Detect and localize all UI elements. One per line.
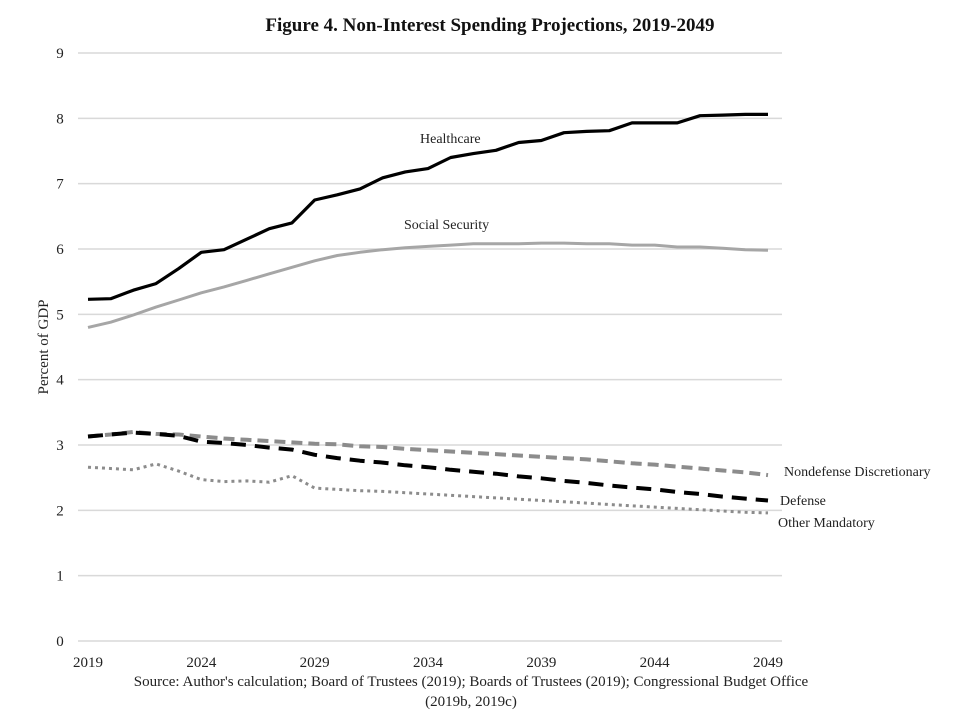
source-note-line2: (2019b, 2019c)	[425, 694, 517, 710]
y-axis-label: Percent of GDP	[36, 300, 52, 395]
label-other-mandatory: Other Mandatory	[778, 516, 875, 531]
x-tick-2029: 2029	[300, 655, 330, 671]
chart-title: Figure 4. Non-Interest Spending Projecti…	[265, 15, 714, 36]
y-tick-5: 5	[56, 307, 64, 323]
y-tick-6: 6	[56, 242, 64, 258]
x-tick-2024: 2024	[186, 655, 217, 671]
label-nondefense-discretionary: Nondefense Discretionary	[784, 465, 931, 480]
x-tick-2019: 2019	[73, 655, 103, 671]
x-tick-labels: 2019 2024 2029 2034 2039 2044 2049	[73, 655, 783, 671]
x-tick-2039: 2039	[526, 655, 556, 671]
y-tick-2: 2	[56, 503, 64, 519]
x-tick-2049: 2049	[753, 655, 783, 671]
series-lines	[87, 112, 769, 515]
series-healthcare	[87, 112, 768, 301]
source-note-line1: Source: Author's calculation; Board of T…	[134, 674, 809, 690]
y-tick-9: 9	[56, 46, 64, 62]
series-social-security	[87, 241, 769, 329]
x-tick-2034: 2034	[413, 655, 444, 671]
y-tick-4: 4	[56, 373, 64, 389]
y-tick-8: 8	[56, 111, 64, 127]
y-tick-labels: 0 1 2 3 4 5 6 7 8 9	[56, 46, 64, 650]
y-tick-1: 1	[56, 569, 64, 585]
series-defense	[87, 430, 769, 503]
label-social-security: Social Security	[404, 218, 489, 233]
y-tick-7: 7	[56, 177, 64, 193]
y-tick-0: 0	[56, 634, 64, 650]
gridlines	[78, 52, 782, 642]
x-tick-2044: 2044	[640, 655, 671, 671]
label-defense: Defense	[780, 494, 826, 509]
series-nondefense-discretionary	[87, 429, 769, 478]
y-tick-3: 3	[56, 438, 64, 454]
series-other-mandatory	[87, 462, 769, 515]
label-healthcare: Healthcare	[420, 132, 481, 147]
